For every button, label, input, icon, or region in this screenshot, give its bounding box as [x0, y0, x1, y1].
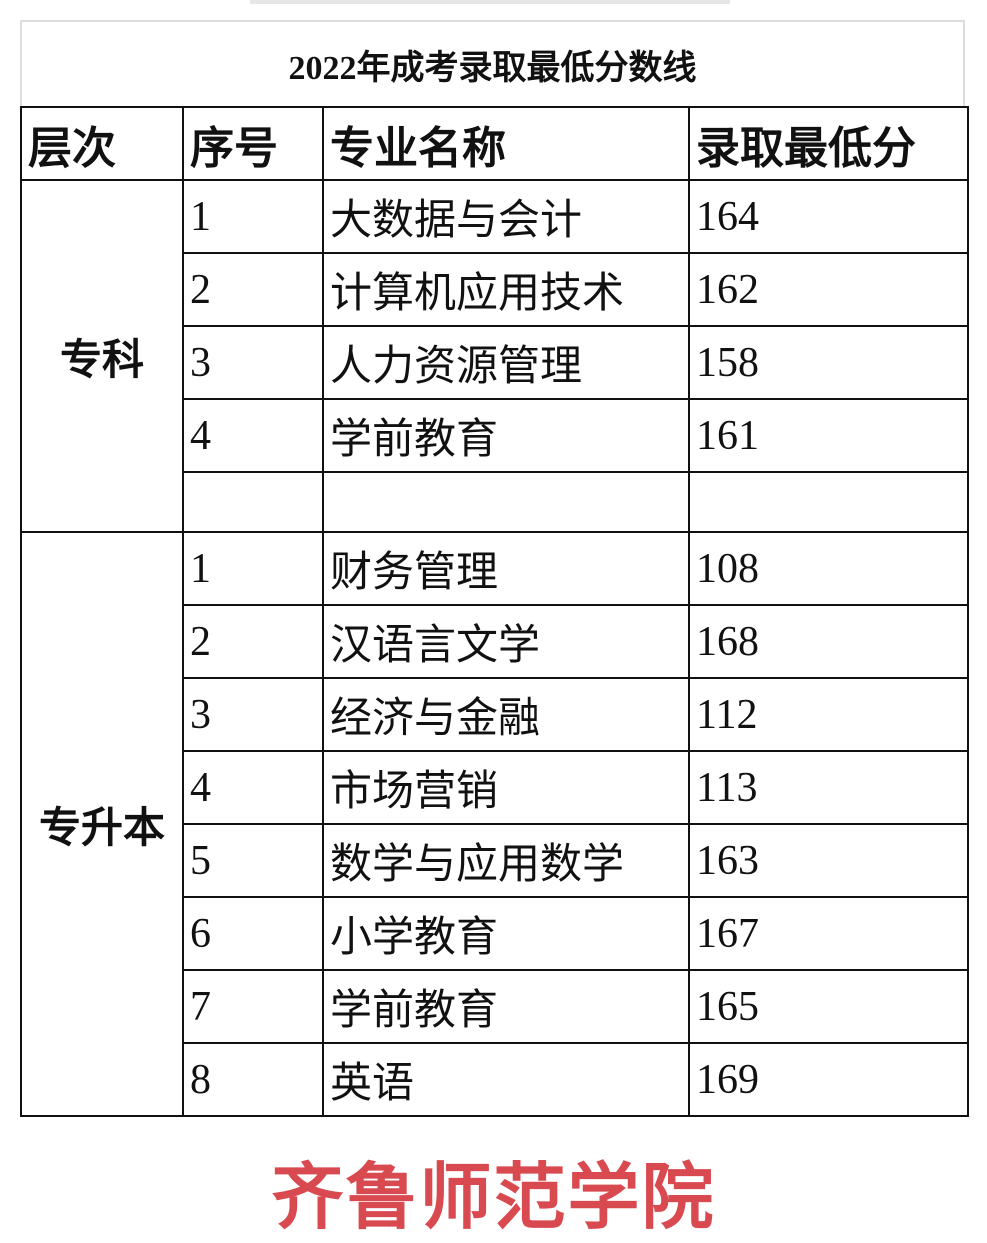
row-number: 4: [182, 750, 324, 825]
major-name: 计算机应用技术: [322, 252, 690, 327]
score-table: 层次 序号 专业名称 录取最低分 专科 1 大数据与会计 164 2 计算机应用技术 162…: [20, 106, 969, 1117]
level-cell: 专升本: [20, 531, 184, 1117]
major-name: 人力资源管理: [322, 325, 690, 400]
min-score: 162: [688, 252, 969, 327]
empty-cell: [322, 471, 690, 533]
min-score: 168: [688, 604, 969, 679]
major-name: 汉语言文学: [322, 604, 690, 679]
min-score: 113: [688, 750, 969, 825]
row-number: 3: [182, 677, 324, 752]
header-no: 序号: [182, 106, 324, 181]
level-cell: 专科: [20, 179, 184, 533]
major-name: 学前教育: [322, 398, 690, 473]
row-number: 6: [182, 896, 324, 971]
table-row: 2 汉语言文学 168: [21, 604, 969, 679]
table-row: 8 英语 169: [21, 1042, 969, 1117]
table-row: 2 计算机应用技术 162: [21, 252, 969, 327]
major-name: 市场营销: [322, 750, 690, 825]
table-row: 5 数学与应用数学 163: [21, 823, 969, 898]
table-row: 6 小学教育 167: [21, 896, 969, 971]
major-name: 经济与金融: [322, 677, 690, 752]
table-header-row: 层次 序号 专业名称 录取最低分: [20, 106, 969, 181]
header-major: 专业名称: [322, 106, 690, 181]
row-number: 8: [182, 1042, 324, 1117]
table-row: 专升本 1 财务管理 108: [20, 531, 969, 1117]
min-score: 108: [688, 531, 969, 606]
header-score: 录取最低分: [688, 106, 969, 181]
major-name: 学前教育: [322, 969, 690, 1044]
school-name: 齐鲁师范学院: [271, 1155, 716, 1239]
table-row: 7 学前教育 165: [21, 969, 969, 1044]
min-score: 164: [688, 179, 969, 254]
row-number: 3: [182, 325, 324, 400]
min-score: 169: [688, 1042, 969, 1117]
min-score: 163: [688, 823, 969, 898]
row-number: 2: [182, 604, 324, 679]
min-score: 158: [688, 325, 969, 400]
row-number: 4: [182, 398, 324, 473]
table-row: 3 人力资源管理 158: [21, 325, 969, 400]
row-number: 2: [182, 252, 324, 327]
row-number: 5: [182, 823, 324, 898]
major-name: 英语: [322, 1042, 690, 1117]
page-title: 2022年成考录取最低分数线: [20, 20, 965, 106]
min-score: 165: [688, 969, 969, 1044]
major-name: 财务管理: [322, 531, 690, 606]
major-name: 小学教育: [322, 896, 690, 971]
empty-cell: [688, 471, 969, 533]
row-number: 7: [182, 969, 324, 1044]
row-number: 1: [182, 179, 324, 254]
empty-row: [21, 471, 969, 533]
table-row: 专科 1 大数据与会计 164: [20, 179, 969, 533]
table-row: 4 学前教育 161: [21, 398, 969, 473]
top-edge: [250, 0, 730, 4]
min-score: 167: [688, 896, 969, 971]
table-row: 4 市场营销 113: [21, 750, 969, 825]
table-row: 3 经济与金融 112: [21, 677, 969, 752]
major-name: 数学与应用数学: [322, 823, 690, 898]
major-name: 大数据与会计: [322, 179, 690, 254]
min-score: 161: [688, 398, 969, 473]
row-number: 1: [182, 531, 324, 606]
min-score: 112: [688, 677, 969, 752]
empty-cell: [182, 471, 324, 533]
header-level: 层次: [20, 106, 184, 181]
